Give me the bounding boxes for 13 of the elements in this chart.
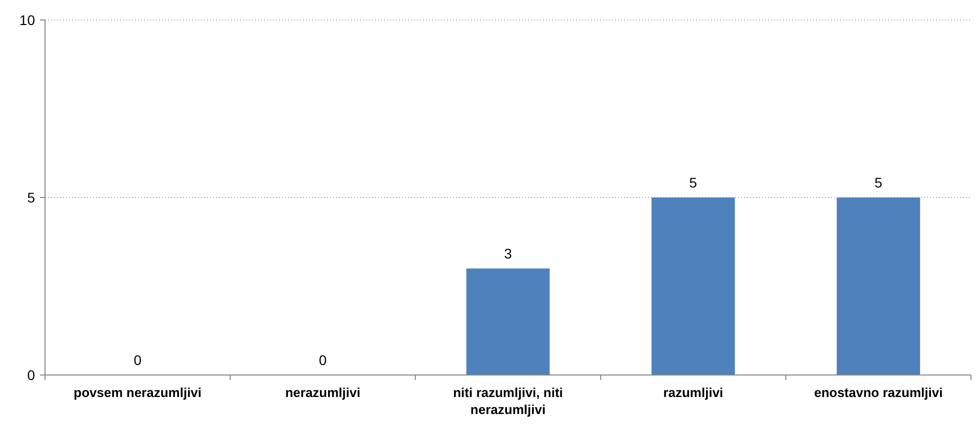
data-label: 0 [134, 352, 142, 368]
data-label: 3 [504, 246, 512, 262]
data-label: 5 [874, 174, 882, 190]
x-tick-label: nerazumljivi [285, 385, 360, 400]
x-tick-label: niti razumljivi, niti nerazumljivi [453, 385, 563, 417]
x-tick-label: enostavno razumljivi [814, 385, 943, 400]
y-tick-label: 10 [19, 12, 36, 28]
data-label: 0 [318, 352, 327, 368]
data-label: 5 [689, 174, 698, 190]
y-tick-label: 0 [27, 366, 36, 383]
x-tick-label: razumljivi [663, 385, 724, 400]
x-tick-label: povsem nerazumljivi [74, 385, 202, 400]
y-tick-label: 5 [27, 189, 36, 206]
